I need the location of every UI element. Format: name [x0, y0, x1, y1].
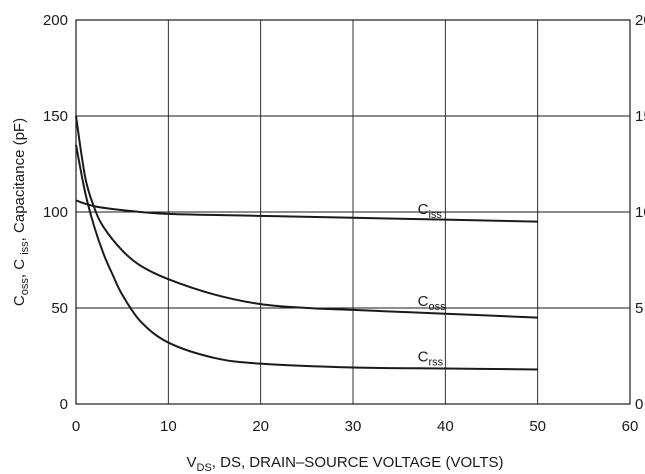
plot-frame — [75, 19, 631, 405]
series-label-ciss: Ciss — [418, 201, 443, 221]
x-tick-label: 60 — [622, 418, 639, 435]
x-tick-label: 40 — [437, 418, 454, 435]
series-label-coss: Coss — [418, 293, 446, 313]
y-tick-label: 0 — [60, 396, 68, 413]
x-tick-label: 0 — [72, 418, 80, 435]
y-tick-labels: 0 50 100 150 200 — [43, 12, 68, 413]
x-tick-label: 30 — [345, 418, 362, 435]
series-line-coss — [75, 115, 538, 319]
series-line-ciss — [75, 199, 538, 223]
y-tick-label-right: 20 — [635, 12, 645, 29]
x-tick-label: 50 — [529, 418, 546, 435]
x-tick-labels: 0 10 20 30 40 50 60 — [72, 418, 639, 435]
y-tick-label: 100 — [43, 204, 68, 221]
grid — [76, 20, 630, 404]
y-tick-label-right: 5 — [635, 300, 643, 317]
y-tick-label: 200 — [43, 12, 68, 29]
series-line-crss — [75, 144, 538, 371]
y-tick-label-right: 10 — [635, 204, 645, 221]
y-axis-title: Coss, C iss, Capacitance (pF) — [11, 118, 31, 306]
series-layer: Ciss Coss Crss — [75, 115, 538, 371]
y-tick-label: 50 — [51, 300, 68, 317]
y-tick-label-right: 0 — [635, 396, 643, 413]
y-tick-label: 150 — [43, 108, 68, 125]
y-tick-labels-right: 0 5 10 15 20 — [635, 12, 645, 413]
x-tick-label: 10 — [160, 418, 177, 435]
x-axis-title: VDS, DS, DRAIN–SOURCE VOLTAGE (VOLTS) — [186, 454, 503, 474]
x-tick-label: 20 — [252, 418, 269, 435]
series-label-crss: Crss — [418, 349, 444, 369]
y-tick-label-right: 15 — [635, 108, 645, 125]
